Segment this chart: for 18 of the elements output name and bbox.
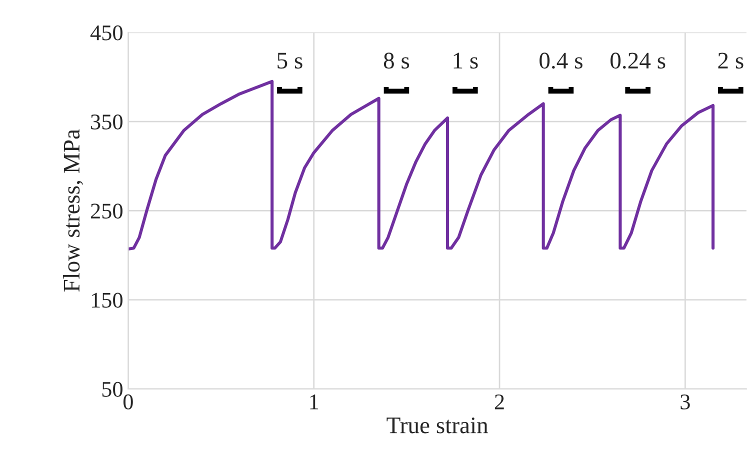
- annotation: 8 s: [384, 52, 410, 69]
- annotation: 0.4 s: [540, 52, 582, 69]
- y-axis-title: Flow stress, MPa: [63, 129, 84, 292]
- y-tick-label: 450: [90, 25, 122, 40]
- y-tick-label: 50: [102, 382, 122, 397]
- annotation: 5 s: [278, 52, 302, 69]
- x-tick-label: 1: [310, 394, 318, 410]
- y-tick-label: 250: [90, 204, 122, 219]
- x-tick-label: 2: [494, 394, 504, 410]
- annotation: 2 s: [718, 52, 744, 69]
- line-series: [128, 80, 715, 251]
- x-axis-title: True strain: [386, 417, 488, 434]
- x-tick-label: 3: [680, 394, 690, 410]
- y-tick-label: 150: [92, 292, 122, 308]
- annotation: 0.24 s: [610, 52, 666, 69]
- y-tick-label: 350: [91, 114, 122, 130]
- x-tick-label: 0: [123, 394, 133, 410]
- annotation: 1 s: [454, 52, 478, 69]
